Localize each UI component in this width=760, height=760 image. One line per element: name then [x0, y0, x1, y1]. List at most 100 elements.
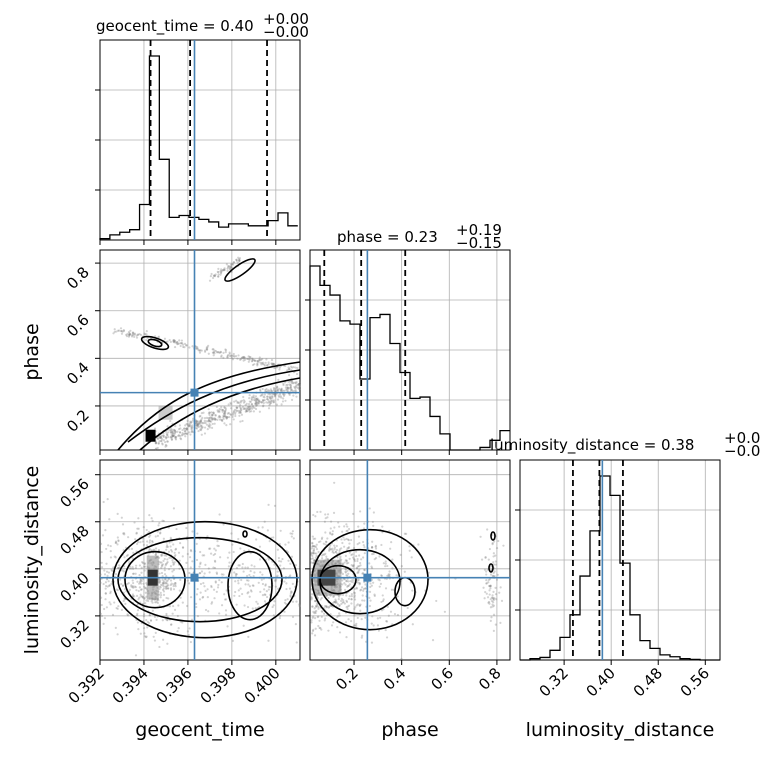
scatter-phase-vs-luminosity-distance-point-381: [352, 547, 356, 550]
x-tick-label-geocent-time-0: 0.392: [65, 664, 108, 707]
scatter-geocent-time-vs-luminosity-distance-point-203: [263, 588, 266, 591]
scatter-geocent-time-vs-phase-point-534: [248, 405, 252, 408]
scatter-geocent-time-vs-luminosity-distance-point-857: [131, 586, 134, 589]
scatter-phase-vs-luminosity-distance-point-593: [313, 612, 316, 615]
scatter-geocent-time-vs-phase-point-642: [196, 347, 199, 350]
scatter-geocent-time-vs-phase-point-453: [298, 380, 301, 383]
scatter-geocent-time-vs-phase-point-55: [256, 402, 260, 405]
scatter-geocent-time-vs-phase-point-630: [188, 346, 191, 349]
scatter-geocent-time-vs-luminosity-distance-point-141: [157, 548, 161, 552]
scatter-phase-vs-luminosity-distance-point-15: [492, 629, 495, 632]
scatter-geocent-time-vs-phase-point-763: [253, 363, 256, 366]
scatter-geocent-time-vs-luminosity-distance-point-477: [135, 532, 138, 535]
scatter-geocent-time-vs-phase-point-799: [264, 364, 267, 367]
scatter-geocent-time-vs-phase-point-588: [220, 419, 224, 422]
scatter-geocent-time-vs-phase-point-499: [178, 431, 182, 434]
scatter-phase-vs-luminosity-distance-truth-marker: [363, 573, 372, 582]
scatter-geocent-time-vs-phase-point-727: [204, 349, 207, 352]
scatter-phase-vs-luminosity-distance-point-596: [312, 552, 315, 555]
scatter-geocent-time-vs-phase-point-370: [268, 401, 272, 404]
scatter-geocent-time-vs-phase-point-449: [213, 417, 216, 420]
scatter-phase-vs-luminosity-distance-point-531: [324, 517, 327, 520]
scatter-geocent-time-vs-phase-point-239: [226, 415, 229, 419]
scatter-phase-vs-luminosity-distance-contour-5: [490, 531, 496, 541]
scatter-phase-vs-luminosity-distance-point-648: [329, 532, 332, 535]
scatter-geocent-time-vs-phase-point-589: [198, 415, 201, 418]
scatter-geocent-time-vs-phase-point-726: [287, 366, 290, 369]
scatter-geocent-time-vs-luminosity-distance-point-13: [233, 594, 236, 597]
scatter-geocent-time-vs-phase-point-39: [273, 390, 276, 393]
scatter-geocent-time-vs-luminosity-distance-point-485: [140, 566, 143, 569]
scatter-geocent-time-vs-luminosity-distance-point-498: [172, 575, 175, 578]
scatter-phase-vs-luminosity-distance-point-233: [355, 566, 358, 569]
scatter-geocent-time-vs-luminosity-distance-point-492: [204, 589, 207, 593]
scatter-phase-vs-luminosity-distance-point-418: [342, 563, 345, 566]
scatter-geocent-time-vs-phase-point-678: [272, 362, 276, 365]
scatter-geocent-time-vs-luminosity-distance-point-74: [148, 514, 151, 517]
scatter-phase-vs-luminosity-distance-point-491: [320, 615, 323, 618]
scatter-geocent-time-vs-phase-point-222: [282, 389, 285, 392]
scatter-geocent-time-vs-luminosity-distance-point-508: [104, 592, 107, 595]
scatter-phase-vs-luminosity-distance-point-465: [335, 548, 339, 552]
scatter-geocent-time-vs-luminosity-distance-point-548: [106, 497, 109, 501]
scatter-phase-vs-luminosity-distance-point-494: [316, 603, 319, 607]
scatter-geocent-time-vs-phase-point-715: [271, 362, 274, 365]
scatter-geocent-time-vs-phase-point-402: [214, 418, 217, 421]
scatter-geocent-time-vs-luminosity-distance-point-718: [199, 591, 202, 594]
scatter-geocent-time-vs-luminosity-distance-point-137: [158, 580, 161, 584]
scatter-geocent-time-vs-phase-point-363: [196, 420, 199, 424]
scatter-geocent-time-vs-phase-point-729: [287, 368, 290, 371]
scatter-geocent-time-vs-luminosity-distance-point-369: [261, 526, 264, 529]
scatter-phase-vs-luminosity-distance-point-226: [386, 564, 389, 568]
scatter-phase-vs-luminosity-distance-point-644: [345, 580, 348, 583]
scatter-geocent-time-vs-phase-point-844: [227, 353, 230, 357]
scatter-geocent-time-vs-phase-point-371: [179, 427, 182, 430]
scatter-geocent-time-vs-luminosity-distance-point-235: [161, 619, 164, 622]
scatter-geocent-time-vs-phase-point-474: [191, 430, 194, 434]
scatter-phase-vs-luminosity-distance-point-5: [345, 573, 348, 577]
scatter-geocent-time-vs-phase-point-837: [230, 356, 233, 360]
scatter-phase-vs-luminosity-distance-point-138: [371, 545, 374, 549]
scatter-phase-vs-luminosity-distance-point-368: [352, 565, 355, 568]
scatter-geocent-time-vs-luminosity-distance-point-58: [144, 565, 147, 568]
scatter-geocent-time-vs-phase-point-884: [210, 272, 213, 276]
scatter-geocent-time-vs-phase-point-509: [177, 434, 180, 437]
scatter-phase-vs-luminosity-distance-point-748: [364, 583, 367, 586]
scatter-geocent-time-vs-luminosity-distance-point-403: [146, 540, 149, 543]
scatter-phase-vs-luminosity-distance-point-799: [333, 544, 336, 547]
scatter-phase-vs-luminosity-distance-point-324: [354, 624, 357, 627]
scatter-geocent-time-vs-phase-point-433: [259, 388, 262, 391]
scatter-geocent-time-vs-phase-point-603: [216, 351, 219, 354]
scatter-geocent-time-vs-luminosity-distance-point-249: [186, 579, 189, 582]
scatter-geocent-time-vs-luminosity-distance-point-674: [140, 571, 143, 574]
scatter-geocent-time-vs-phase-point-156: [255, 400, 258, 403]
scatter-geocent-time-vs-phase-point-795: [135, 336, 139, 339]
scatter-geocent-time-vs-phase-point-894: [214, 273, 217, 276]
scatter-geocent-time-vs-phase-point-24: [242, 401, 246, 404]
scatter-phase-vs-luminosity-distance-point-750: [387, 614, 390, 617]
scatter-geocent-time-vs-luminosity-distance-point-474: [141, 561, 145, 565]
scatter-geocent-time-vs-phase-point-770: [220, 354, 223, 357]
scatter-phase-vs-luminosity-distance-point-346: [492, 604, 496, 607]
scatter-geocent-time-vs-phase-point-485: [234, 412, 237, 416]
scatter-geocent-time-vs-phase-point-551: [202, 411, 205, 414]
scatter-geocent-time-vs-luminosity-distance-point-716: [281, 557, 284, 561]
scatter-geocent-time-vs-phase-point-16: [239, 410, 242, 413]
scatter-geocent-time-vs-phase-point-685: [212, 350, 216, 354]
scatter-geocent-time-vs-phase-point-846: [182, 345, 185, 349]
scatter-phase-vs-luminosity-distance-point-713: [391, 558, 394, 561]
scatter-geocent-time-vs-luminosity-distance-point-387: [267, 588, 270, 591]
scatter-geocent-time-vs-phase-point-676: [266, 363, 269, 367]
scatter-geocent-time-vs-luminosity-distance-point-67: [117, 566, 120, 570]
scatter-phase-vs-luminosity-distance-point-371: [363, 599, 366, 602]
scatter-geocent-time-vs-luminosity-distance-point-394: [249, 552, 252, 555]
scatter-geocent-time-vs-phase-point-75: [297, 387, 300, 390]
scatter-geocent-time-vs-luminosity-distance-point-462: [274, 585, 277, 588]
scatter-geocent-time-vs-phase-point-490: [194, 426, 198, 430]
scatter-geocent-time-vs-phase-point-898: [217, 267, 220, 270]
scatter-phase-vs-luminosity-distance-point-499: [487, 578, 490, 582]
scatter-geocent-time-vs-luminosity-distance-point-146: [165, 580, 168, 583]
scatter-geocent-time-vs-phase-point-276: [248, 407, 251, 410]
scatter-geocent-time-vs-luminosity-distance-point-162: [204, 563, 207, 567]
scatter-geocent-time-vs-phase-point-669: [131, 332, 134, 335]
